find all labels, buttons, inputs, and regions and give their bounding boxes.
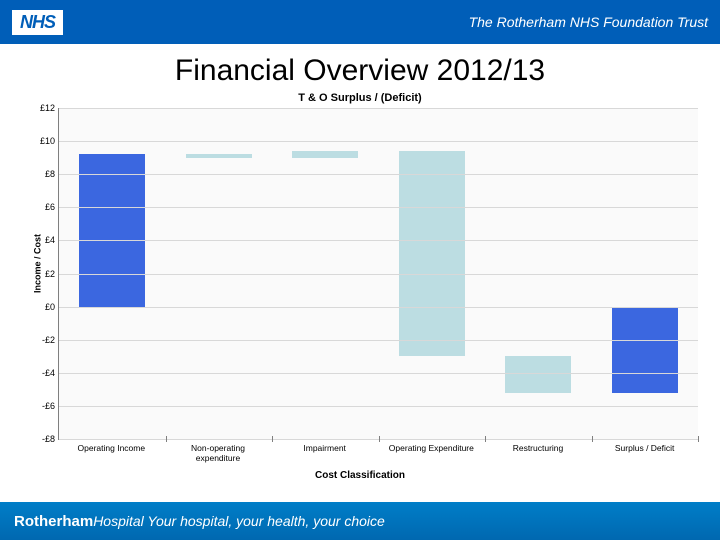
category-label: Operating Income — [58, 444, 165, 454]
category-label: Impairment — [271, 444, 378, 454]
x-axis-label: Cost Classification — [0, 470, 720, 481]
footer-brand: RotherhamHospital Your hospital, your he… — [14, 513, 385, 530]
ytick-label: £6 — [31, 202, 55, 212]
gridline: £10 — [59, 141, 698, 142]
chart-bar — [79, 154, 145, 306]
ytick-label: £4 — [31, 235, 55, 245]
header-bar: NHS The Rotherham NHS Foundation Trust — [0, 0, 720, 44]
ytick-label: £0 — [31, 302, 55, 312]
chart-bar — [186, 154, 252, 157]
footer-brand-plain: Hospital — [93, 513, 144, 529]
category-label: Surplus / Deficit — [591, 444, 698, 454]
ytick-label: £12 — [31, 103, 55, 113]
category-labels: Operating IncomeNon-operatingexpenditure… — [58, 440, 698, 468]
gridline: £8 — [59, 174, 698, 175]
gridline: -£6 — [59, 406, 698, 407]
gridline: £6 — [59, 207, 698, 208]
xtick — [698, 436, 699, 442]
chart-area: Income / Cost -£8-£6-£4-£2£0£2£4£6£8£10£… — [58, 108, 698, 468]
footer-bar: RotherhamHospital Your hospital, your he… — [0, 502, 720, 540]
gridline: £2 — [59, 274, 698, 275]
gridline: -£4 — [59, 373, 698, 374]
chart-bar — [612, 307, 678, 393]
gridline: £0 — [59, 307, 698, 308]
ytick-label: -£2 — [31, 335, 55, 345]
category-label: Non-operatingexpenditure — [165, 444, 272, 464]
ytick-label: -£4 — [31, 368, 55, 378]
chart-plot: -£8-£6-£4-£2£0£2£4£6£8£10£12 — [58, 108, 698, 440]
nhs-logo: NHS — [12, 10, 63, 35]
chart-subtitle: T & O Surplus / (Deficit) — [0, 92, 720, 108]
ytick-label: -£6 — [31, 401, 55, 411]
footer-tagline: Your hospital, your health, your choice — [144, 513, 385, 529]
gridline: £4 — [59, 240, 698, 241]
chart-bar — [292, 151, 358, 158]
ytick-label: £10 — [31, 136, 55, 146]
trust-name: The Rotherham NHS Foundation Trust — [469, 14, 708, 30]
category-label: Restructuring — [485, 444, 592, 454]
footer-brand-bold: Rotherham — [14, 513, 93, 530]
page-title: Financial Overview 2012/13 — [0, 44, 720, 92]
ytick-label: £2 — [31, 269, 55, 279]
chart-bar — [399, 151, 465, 356]
ytick-label: £8 — [31, 169, 55, 179]
ytick-label: -£8 — [31, 434, 55, 444]
gridline: £12 — [59, 108, 698, 109]
category-label: Operating Expenditure — [378, 444, 485, 454]
chart-bar — [505, 356, 571, 392]
gridline: -£2 — [59, 340, 698, 341]
